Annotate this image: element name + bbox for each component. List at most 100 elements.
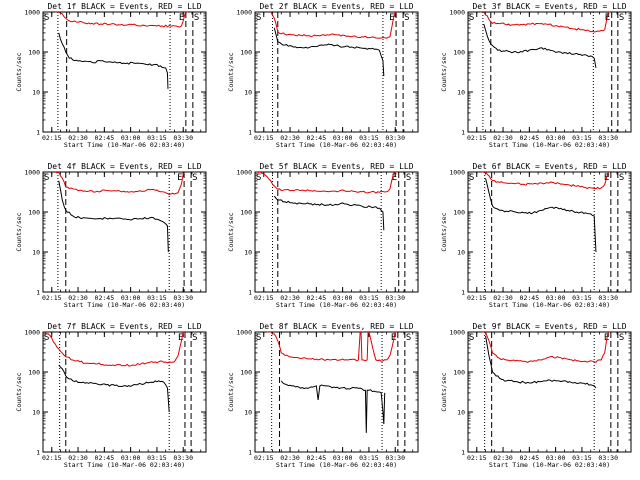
- x-axis-title: Start Time (10-Mar-06 02:03:40): [489, 301, 610, 309]
- events-series-line: [273, 195, 385, 231]
- lld-series-line: [55, 172, 186, 195]
- y-tick-label: 1: [36, 289, 40, 297]
- y-tick-label: 100: [453, 49, 465, 57]
- lld-series-line: [481, 172, 610, 190]
- chart-panel-8: Det 8f BLACK = Events, RED = LLD 1 10 100 10…: [227, 322, 419, 469]
- y-axis-title: Counts/sec: [227, 52, 235, 91]
- x-tick-label: 03:15: [147, 294, 167, 302]
- start-marker-label: S: [44, 173, 49, 183]
- x-tick-label: 02:45: [95, 294, 115, 302]
- end-marker-label: E: [178, 333, 183, 343]
- y-axis-title: Counts/sec: [15, 372, 23, 411]
- chart-panel-2: Det 2f BLACK = Events, RED = LLD 1 10 100 10…: [227, 2, 419, 149]
- x-tick-label: 03:15: [572, 294, 592, 302]
- chart-panel-7: Det 7f BLACK = Events, RED = LLD 1 10 100 10…: [15, 322, 207, 469]
- plot-frame: [467, 171, 632, 293]
- lld-series-line: [482, 332, 610, 363]
- x-tick-label: 02:15: [254, 134, 274, 142]
- y-tick-label: 1: [461, 129, 465, 137]
- y-tick-label: 1000: [449, 329, 465, 337]
- events-series-line: [483, 23, 597, 69]
- plot-frame: [254, 331, 419, 453]
- y-tick-label: 1000: [449, 169, 465, 177]
- events-series-line: [58, 32, 169, 89]
- lld-series-line: [270, 12, 397, 39]
- y-tick-label: 1000: [24, 9, 40, 17]
- plot-frame: [42, 331, 207, 453]
- chart-title: Det 8f BLACK = Events, RED = LLD: [259, 322, 413, 331]
- y-tick-label: 1: [36, 449, 40, 457]
- x-tick-label: 02:15: [467, 454, 487, 462]
- events-series-line: [485, 335, 597, 389]
- lld-series-line: [267, 332, 397, 362]
- x-tick-label: 03:30: [385, 454, 405, 462]
- x-tick-label: 03:30: [385, 134, 405, 142]
- start-marker-label: S: [256, 173, 261, 183]
- chart-panel-6: Det 6f BLACK = Events, RED = LLD 1 10 100 10…: [440, 162, 632, 309]
- events-series-line: [58, 364, 170, 413]
- x-tick-label: 02:45: [520, 134, 540, 142]
- x-tick-label: 03:15: [147, 134, 167, 142]
- y-tick-label: 10: [244, 409, 252, 417]
- x-axis-title: Start Time (10-Mar-06 02:03:40): [276, 301, 397, 309]
- x-tick-label: 03:15: [147, 454, 167, 462]
- x-tick-label: 02:30: [280, 294, 300, 302]
- x-tick-label: 03:30: [173, 294, 193, 302]
- x-tick-label: 02:15: [254, 454, 274, 462]
- lld-series-line: [55, 12, 189, 28]
- chart-panel-4: Det 4f BLACK = Events, RED = LLD 1 10 100 10…: [15, 162, 207, 309]
- end-marker-label: E: [389, 13, 394, 23]
- chart-panel-1: Det 1f BLACK = Events, RED = LLD 1 10 100 10…: [15, 2, 207, 149]
- x-tick-label: 02:15: [42, 294, 62, 302]
- y-tick-label: 100: [28, 49, 40, 57]
- plot-frame: [254, 11, 419, 133]
- x-tick-label: 02:45: [307, 134, 327, 142]
- y-tick-label: 100: [240, 369, 252, 377]
- x-tick-label: 02:45: [307, 294, 327, 302]
- y-tick-label: 1000: [24, 169, 40, 177]
- x-tick-label: 03:30: [598, 134, 618, 142]
- y-tick-label: 1: [248, 449, 252, 457]
- end-marker-label: E: [177, 173, 182, 183]
- lld-series-line: [480, 12, 610, 33]
- y-tick-label: 10: [457, 409, 465, 417]
- events-series-line: [280, 380, 386, 433]
- x-tick-label: 03:15: [359, 294, 379, 302]
- start-marker-label-right: S: [192, 333, 197, 343]
- x-axis-title: Start Time (10-Mar-06 02:03:40): [64, 141, 185, 149]
- y-tick-label: 1000: [236, 329, 252, 337]
- x-tick-label: 02:45: [520, 454, 540, 462]
- y-tick-label: 10: [244, 249, 252, 257]
- chart-panel-9: Det 9f BLACK = Events, RED = LLD 1 10 100 10…: [440, 322, 632, 469]
- y-axis-title: Counts/sec: [227, 212, 235, 251]
- start-marker-label: S: [256, 13, 261, 23]
- chart-title: Det 6f BLACK = Events, RED = LLD: [472, 162, 626, 171]
- start-marker-label: S: [44, 13, 49, 23]
- x-tick-label: 03:30: [173, 134, 193, 142]
- plot-frame: [42, 11, 207, 133]
- events-series-line: [273, 27, 385, 77]
- end-marker-label: E: [392, 173, 397, 183]
- x-tick-label: 02:45: [307, 454, 327, 462]
- start-marker-label-right: S: [619, 333, 624, 343]
- plot-frame: [254, 171, 419, 293]
- x-tick-label: 03:00: [333, 294, 353, 302]
- x-tick-label: 03:15: [572, 134, 592, 142]
- x-axis-title: Start Time (10-Mar-06 02:03:40): [489, 461, 610, 469]
- x-tick-label: 02:30: [68, 134, 88, 142]
- x-tick-label: 03:00: [121, 294, 141, 302]
- end-marker-label: E: [179, 13, 184, 23]
- x-tick-label: 02:30: [493, 134, 513, 142]
- x-tick-label: 02:45: [520, 294, 540, 302]
- y-tick-label: 10: [457, 249, 465, 257]
- x-tick-label: 03:00: [546, 454, 566, 462]
- x-tick-label: 03:30: [598, 294, 618, 302]
- x-tick-label: 02:30: [280, 454, 300, 462]
- y-tick-label: 1: [461, 289, 465, 297]
- x-tick-label: 02:45: [95, 454, 115, 462]
- x-tick-label: 02:15: [42, 454, 62, 462]
- x-tick-label: 02:45: [95, 134, 115, 142]
- y-tick-label: 100: [453, 209, 465, 217]
- x-tick-label: 03:15: [359, 454, 379, 462]
- start-marker-label: S: [469, 13, 474, 23]
